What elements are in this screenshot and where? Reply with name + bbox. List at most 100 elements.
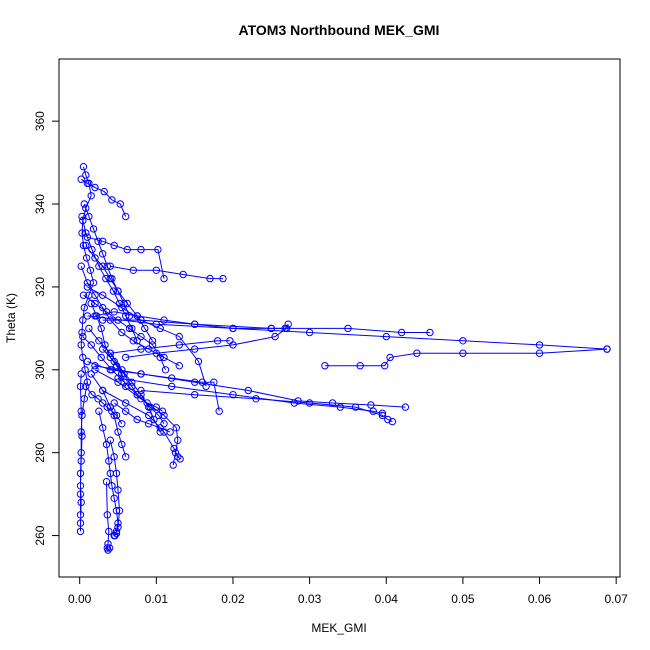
data-point [87, 341, 95, 349]
data-point [105, 457, 113, 465]
data-point [133, 337, 141, 345]
y-axis: 260 280 300 320 340 360 [33, 111, 60, 546]
data-series [122, 324, 291, 362]
data-point [160, 411, 168, 420]
data-point [397, 328, 406, 337]
data-point [82, 229, 90, 237]
data-point [79, 216, 87, 225]
data-point [154, 245, 162, 254]
data-point [110, 453, 118, 461]
data-point [120, 378, 128, 386]
data-point [83, 357, 92, 366]
data-point [116, 200, 125, 208]
data-point [137, 370, 145, 378]
data-point [128, 378, 136, 386]
data-point [99, 291, 107, 299]
data-point [78, 212, 86, 221]
data-point [152, 349, 161, 357]
y-tick-label: 360 [33, 111, 47, 131]
data-point [85, 324, 93, 333]
data-point [112, 469, 121, 478]
series-line [83, 294, 166, 370]
data-point [367, 401, 375, 409]
data-point [99, 262, 107, 270]
data-point [133, 391, 141, 399]
data-point [79, 291, 88, 299]
data-point [88, 391, 96, 399]
data-point [82, 204, 90, 212]
series-line [87, 361, 220, 412]
data-point [120, 370, 128, 378]
data-point [179, 270, 187, 279]
data-point [170, 444, 178, 453]
data-point [77, 341, 85, 349]
data-point [191, 391, 199, 399]
data-point [191, 345, 199, 353]
data-point [99, 237, 107, 246]
data-point [344, 324, 352, 333]
data-point [252, 395, 260, 403]
x-tick-label: 0.06 [528, 592, 552, 606]
data-point [103, 511, 112, 519]
data-point [413, 349, 421, 357]
data-point [102, 308, 111, 316]
data-point [99, 250, 107, 258]
data-point [160, 420, 168, 428]
data-point [271, 332, 279, 341]
series-line [83, 203, 130, 317]
data-point [112, 362, 121, 370]
data-point [125, 312, 134, 320]
data-point [175, 362, 184, 370]
data-point [99, 303, 107, 312]
data-point [82, 254, 91, 262]
y-tick-label: 300 [33, 359, 47, 379]
data-point [99, 399, 107, 407]
data-point [110, 241, 118, 250]
data-point [229, 391, 237, 399]
data-point [158, 407, 167, 415]
data-point [161, 366, 170, 374]
data-point [133, 415, 141, 424]
data-point [76, 482, 85, 490]
y-tick-label: 340 [33, 194, 47, 214]
data-point [92, 312, 101, 320]
data-point [154, 411, 163, 420]
data-point [118, 440, 126, 449]
y-tick-label: 320 [33, 277, 47, 297]
series-line [102, 390, 181, 460]
series-line [87, 315, 608, 350]
data-point [202, 382, 210, 391]
data-point [94, 237, 102, 246]
data-point [78, 328, 86, 337]
data-point [120, 299, 128, 308]
data-point [336, 403, 344, 411]
data-point [110, 357, 118, 366]
data-point [81, 366, 89, 374]
data-point [86, 266, 95, 274]
series-line [88, 328, 161, 433]
data-point [459, 349, 467, 357]
data-point [141, 324, 149, 333]
data-point [111, 531, 119, 540]
data-point [459, 337, 467, 345]
x-tick-label: 0.03 [298, 592, 322, 606]
data-point [156, 424, 164, 432]
data-point [79, 332, 87, 341]
data-series [83, 233, 168, 283]
data-point [122, 212, 130, 221]
data-point [76, 527, 85, 536]
data-point [122, 453, 130, 461]
data-point [88, 245, 96, 254]
data-point [148, 337, 157, 345]
data-series [79, 291, 170, 374]
data-point [82, 241, 90, 250]
x-tick-label: 0.01 [145, 592, 169, 606]
data-point [215, 407, 223, 415]
data-point [112, 411, 121, 420]
data-point [122, 382, 130, 391]
data-point [176, 455, 184, 463]
data-point [108, 407, 116, 415]
data-point [100, 187, 108, 196]
data-point [128, 324, 136, 333]
data-point [388, 417, 397, 426]
